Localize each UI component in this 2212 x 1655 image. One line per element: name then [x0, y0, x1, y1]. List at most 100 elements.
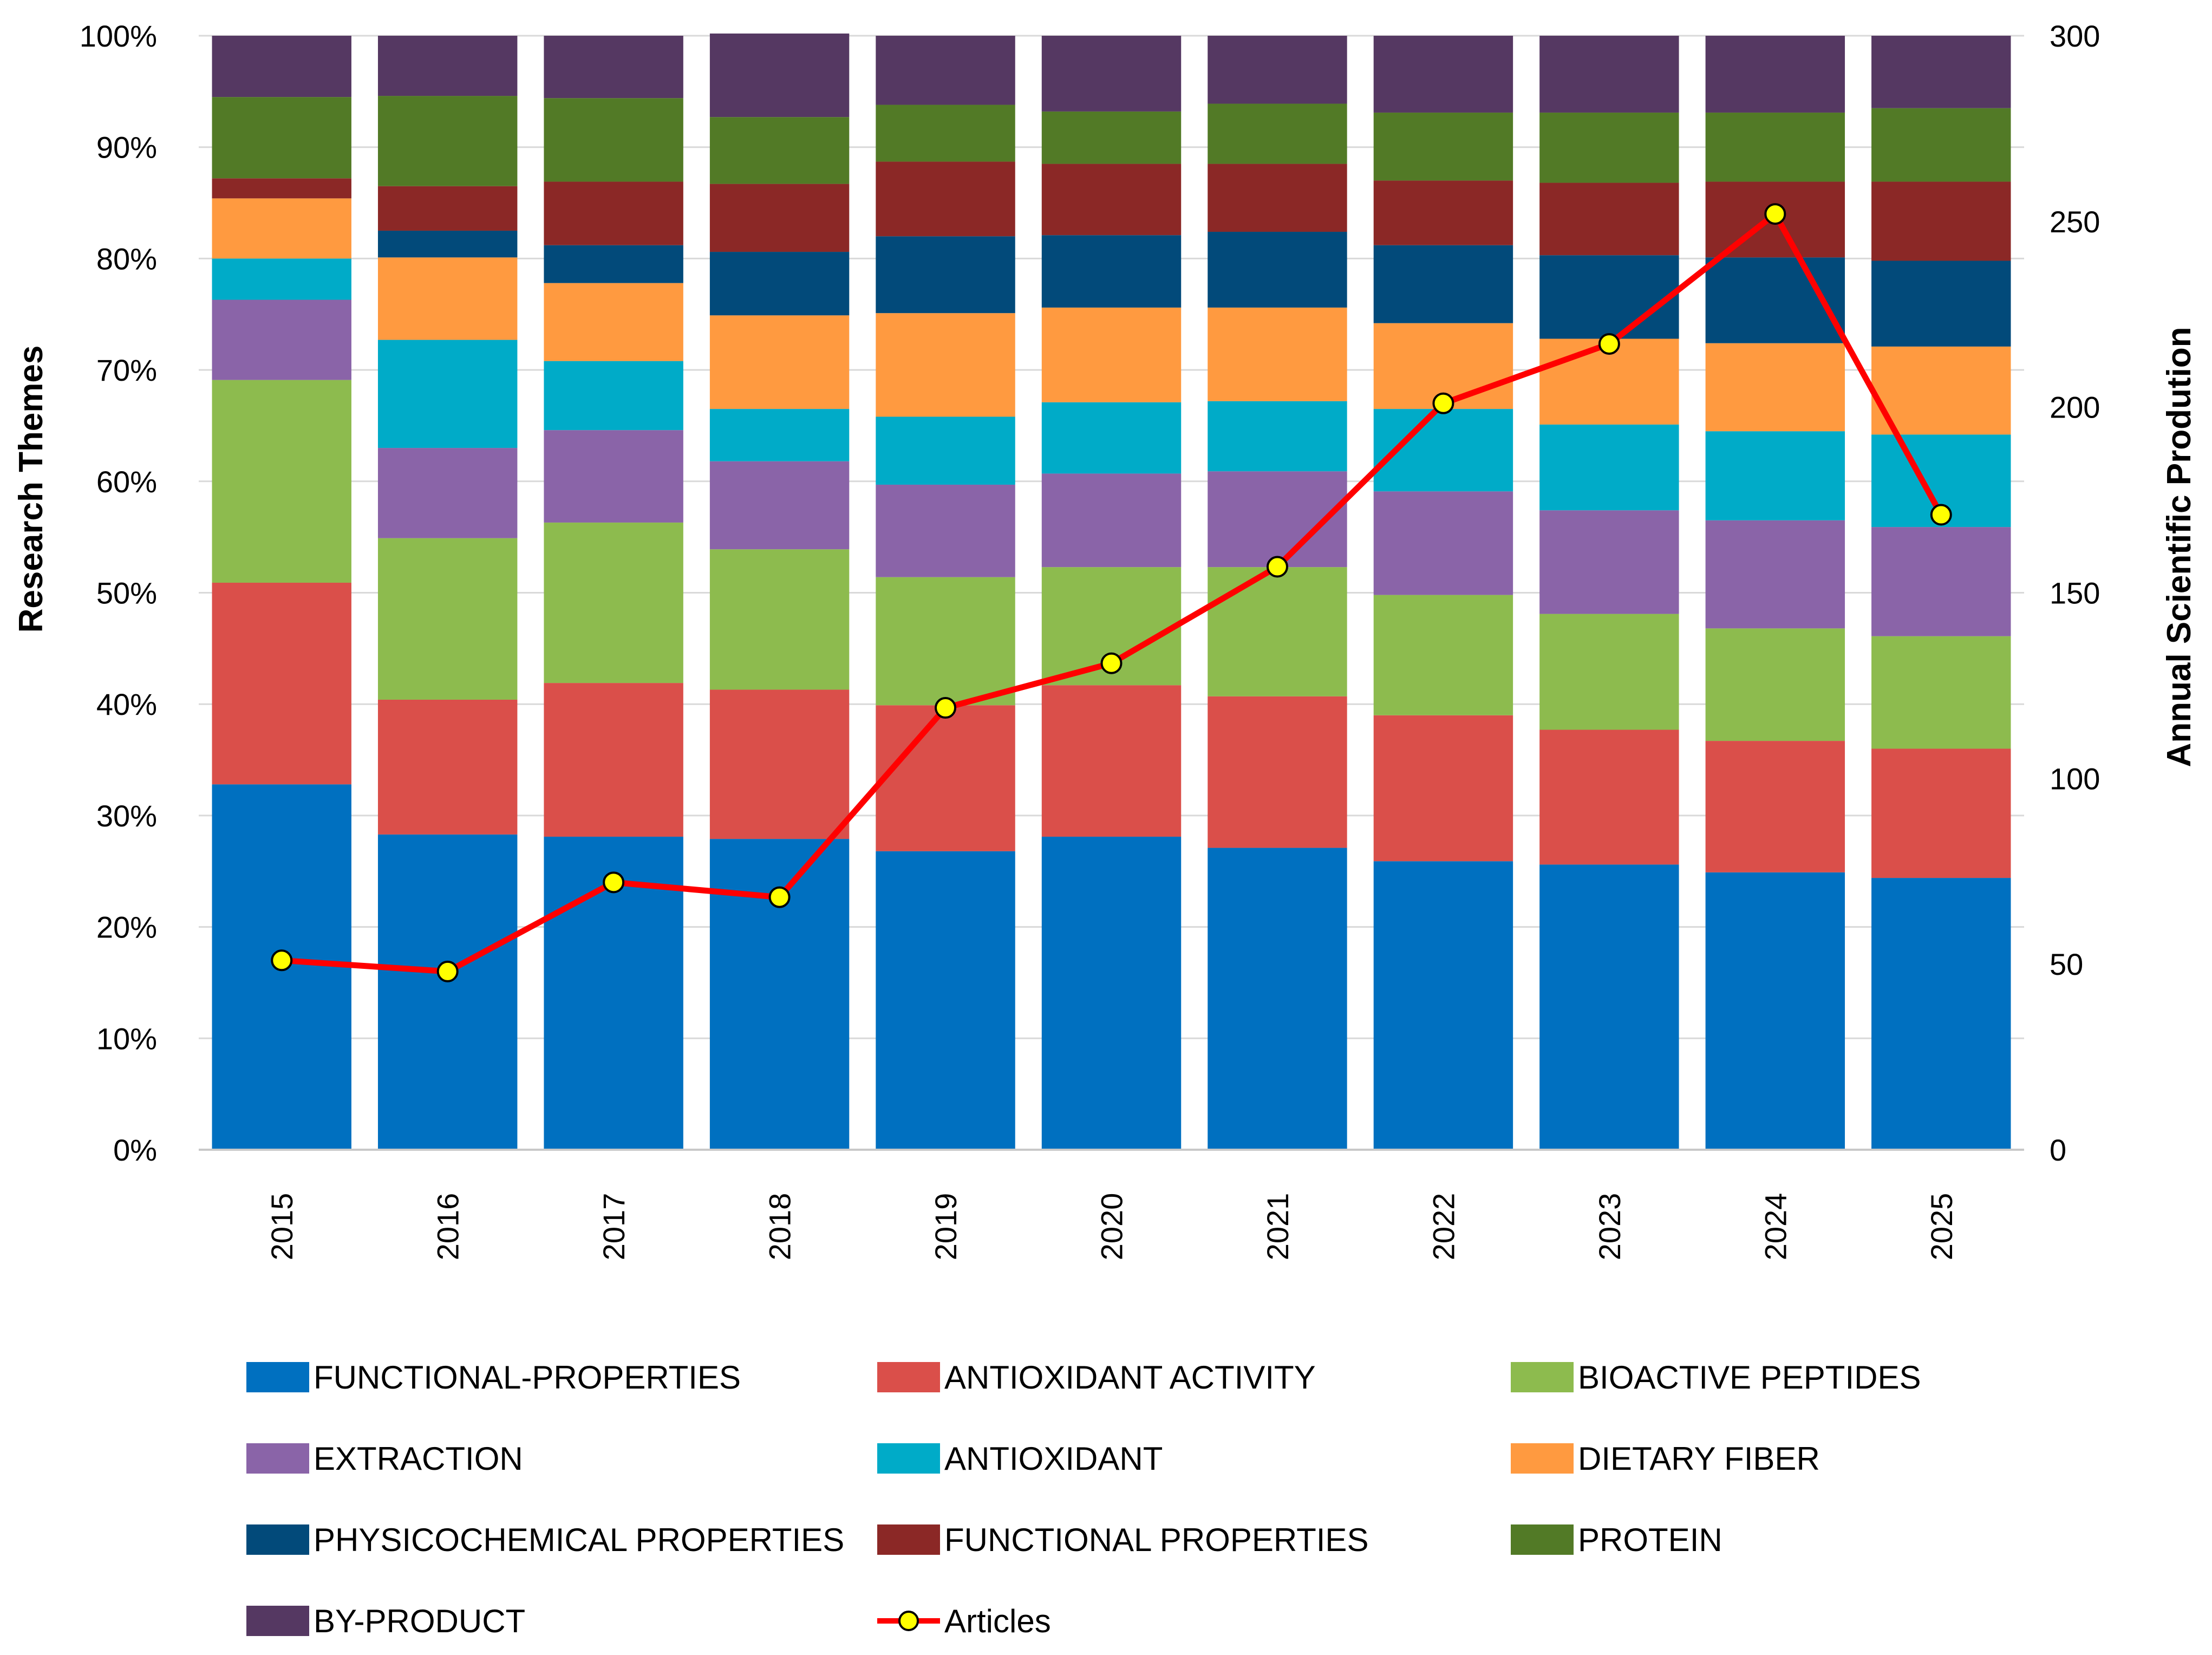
- y2-tick-label: 200: [2050, 390, 2100, 425]
- bar-segment: [377, 257, 518, 340]
- bar-segment: [544, 283, 683, 361]
- x-tick-label: 2024: [1758, 1193, 1792, 1261]
- legend-swatch: [1511, 1524, 1574, 1555]
- bar-segment: [1705, 520, 1845, 629]
- bar-segment: [1373, 36, 1513, 113]
- legend-label: BIOACTIVE PEPTIDES: [1578, 1359, 1921, 1396]
- legend: FUNCTIONAL-PROPERTIES ANTIOXIDANT ACTIVIT…: [246, 1359, 1921, 1639]
- legend-swatch: [246, 1606, 309, 1636]
- y2-tick-label: 0: [2050, 1133, 2066, 1167]
- bar-segment: [377, 538, 518, 700]
- bar-segment: [1871, 260, 2011, 347]
- legend-label: PHYSICOCHEMICAL PROPERTIES: [314, 1522, 844, 1558]
- bar-segment: [212, 97, 351, 179]
- bar-segment: [377, 186, 518, 231]
- x-tick-label: 2016: [431, 1193, 465, 1261]
- y2-tick-label: 250: [2050, 205, 2100, 239]
- bar-segment: [876, 105, 1015, 162]
- legend-swatch: [246, 1524, 309, 1555]
- bar-segment: [544, 522, 683, 683]
- bar-segment: [709, 839, 850, 1150]
- bar-segment: [1871, 108, 2011, 182]
- legend-label: FUNCTIONAL PROPERTIES: [944, 1522, 1368, 1558]
- bar-segment: [1041, 402, 1182, 474]
- bar-segment: [709, 184, 850, 252]
- bar-segment: [1871, 346, 2011, 435]
- bar-segment: [1041, 836, 1182, 1150]
- articles-line: [271, 203, 1952, 982]
- bar-segment: [876, 236, 1015, 314]
- bar-segment: [1373, 861, 1513, 1150]
- bar-segment: [1208, 36, 1347, 104]
- bar-segment: [709, 117, 850, 184]
- bar-segment: [1041, 473, 1182, 568]
- articles-point: [768, 886, 791, 908]
- x-tick-label: 2020: [1095, 1193, 1129, 1261]
- bar-segment: [1208, 401, 1347, 472]
- articles-point: [1598, 333, 1620, 355]
- bar-segment: [1373, 595, 1513, 715]
- bar-segment: [876, 36, 1015, 105]
- y-tick-label: 0%: [113, 1133, 157, 1167]
- bar-segment: [544, 181, 683, 245]
- bar-segment: [1373, 715, 1513, 862]
- y2-tick-label: 100: [2050, 761, 2100, 796]
- x-tick-label: 2017: [597, 1193, 631, 1261]
- bar-segment: [212, 582, 351, 785]
- bar-segment: [1041, 111, 1182, 164]
- x-tick-label: 2022: [1426, 1193, 1460, 1261]
- legend-swatch: [877, 1362, 940, 1392]
- y-tick-label: 100%: [80, 19, 157, 53]
- bar-segment: [1041, 685, 1182, 837]
- bar-segment: [1871, 636, 2011, 749]
- y-tick-label: 60%: [96, 465, 157, 499]
- bar-segment: [1705, 741, 1845, 872]
- bar-segment: [377, 699, 518, 835]
- bar-segment: [1539, 183, 1679, 256]
- bar-segment: [1539, 510, 1679, 614]
- bar-segment: [709, 461, 850, 550]
- bar-segment: [876, 484, 1015, 577]
- y-tick-label: 90%: [96, 131, 157, 165]
- bar-segment: [876, 416, 1015, 485]
- bar-segment: [212, 198, 351, 259]
- bar-segment: [1041, 164, 1182, 236]
- legend-label: ANTIOXIDANT ACTIVITY: [944, 1359, 1316, 1396]
- bar-segment: [377, 36, 518, 96]
- y2-axis-title: Annual Scientific Prodution: [2161, 327, 2198, 767]
- bar-segment: [876, 577, 1015, 706]
- y-tick-label: 50%: [96, 576, 157, 610]
- bar-segment: [1705, 112, 1845, 182]
- x-tick-label: 2018: [763, 1193, 797, 1261]
- bar-segment: [1208, 696, 1347, 848]
- articles-point: [436, 960, 459, 982]
- y-tick-label: 80%: [96, 242, 157, 276]
- bar-segment: [1208, 103, 1347, 164]
- legend-label: BY-PRODUCT: [314, 1603, 525, 1639]
- articles-point: [1432, 392, 1454, 414]
- y2-tick-label: 50: [2050, 947, 2083, 981]
- bar-segment: [1041, 235, 1182, 308]
- bar-segment: [377, 96, 518, 186]
- bar-segment: [1041, 307, 1182, 402]
- bar-segment: [1539, 112, 1679, 183]
- bar-segment: [1539, 729, 1679, 865]
- x-tick-label: 2023: [1593, 1193, 1627, 1261]
- bar-segment: [377, 340, 518, 448]
- bar-segment: [1208, 567, 1347, 696]
- bar-segment: [377, 448, 518, 538]
- bar-segment: [212, 36, 351, 97]
- bar-segment: [544, 36, 683, 99]
- bar-stacks: [212, 33, 2011, 1150]
- articles-point: [603, 871, 625, 894]
- bar-segment: [1539, 36, 1679, 113]
- bar-segment: [1208, 848, 1347, 1150]
- bar-segment: [876, 705, 1015, 851]
- bar-segment: [1539, 614, 1679, 730]
- bar-segment: [544, 245, 683, 283]
- bar-segment: [1871, 181, 2011, 261]
- legend-label: DIETARY FIBER: [1578, 1441, 1820, 1477]
- bar-segment: [1208, 164, 1347, 232]
- x-tick-label: 2025: [1924, 1193, 1959, 1261]
- axes: Research Themes Annual Scientific Produt…: [12, 327, 2198, 1151]
